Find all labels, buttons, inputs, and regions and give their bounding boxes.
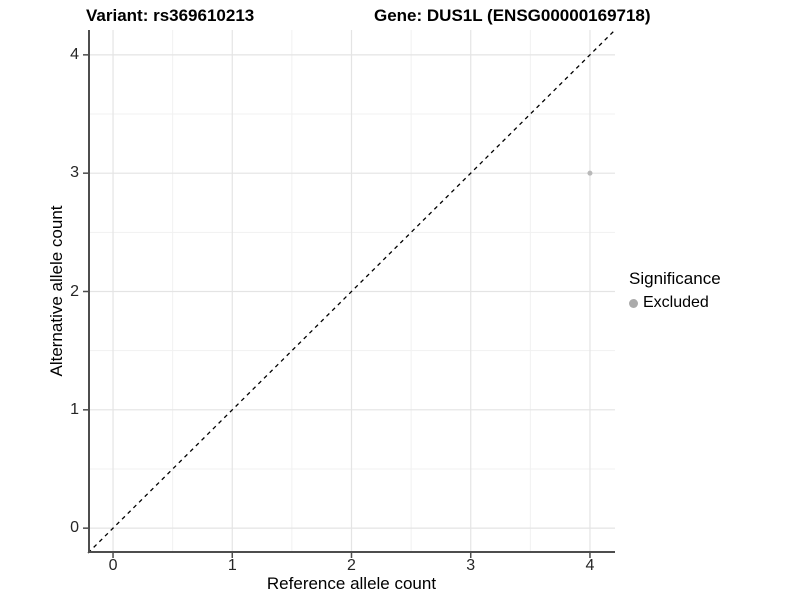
legend-point-icon <box>629 298 638 308</box>
identity-line <box>87 29 616 554</box>
gene-title: Gene: DUS1L (ENSG00000169718) <box>374 6 651 25</box>
x-tick-label: 1 <box>227 557 237 574</box>
legend-title: Significance <box>629 269 721 288</box>
plot-canvas <box>83 29 616 558</box>
legend-entry-label: Excluded <box>643 294 709 311</box>
x-axis-label: Reference allele count <box>266 574 437 593</box>
plot-panel <box>83 29 616 558</box>
axis-lines <box>88 30 615 553</box>
x-tick-label: 4 <box>585 557 595 574</box>
data-points <box>587 170 593 176</box>
y-tick-label: 4 <box>70 45 79 63</box>
x-axis-tick-labels: 0 1 2 3 4 <box>88 558 615 576</box>
major-gridlines <box>88 30 615 553</box>
data-point <box>587 170 593 176</box>
x-tick-label: 2 <box>347 557 356 574</box>
y-axis-tick-labels: 0 1 2 3 4 <box>0 30 79 553</box>
y-tick-label: 0 <box>70 519 79 537</box>
y-tick-label: 2 <box>70 282 79 300</box>
x-tick-label: 0 <box>108 557 118 574</box>
y-tick-label: 1 <box>70 400 79 418</box>
variant-title: Variant: rs369610213 <box>86 6 255 25</box>
x-tick-label: 3 <box>466 557 476 574</box>
legend-entry-excluded: Excluded <box>629 293 721 313</box>
y-tick-label: 3 <box>70 164 79 182</box>
legend: Significance Excluded <box>629 269 721 313</box>
axis-tick-marks <box>83 54 591 558</box>
